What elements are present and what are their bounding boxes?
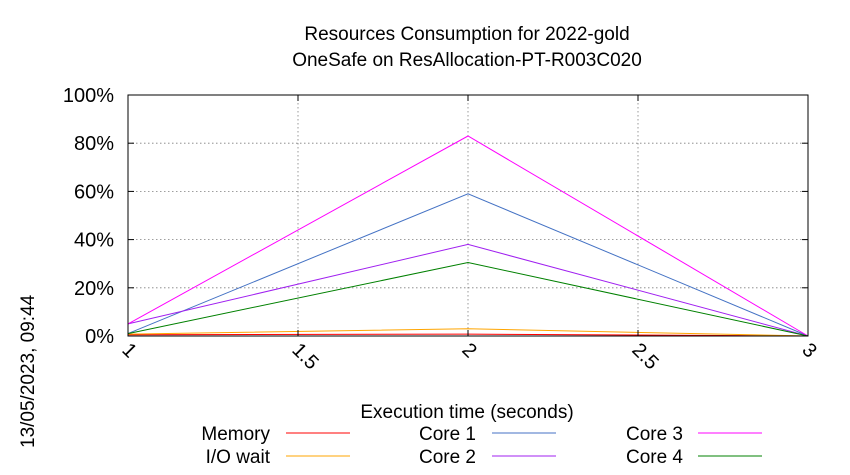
y-tick-label: 40% [74, 230, 114, 252]
y-tick-label: 100% [63, 85, 114, 107]
legend-entry: Core 1 [419, 424, 556, 445]
y-tick-label: 0% [85, 326, 114, 348]
x-tick-label: 3 [797, 339, 820, 362]
x-axis-label: Execution time (seconds) [360, 402, 573, 423]
legend-entry: I/O wait [206, 447, 350, 468]
series-line-i-o-wait [127, 328, 809, 337]
legend-label: Core 2 [419, 447, 476, 468]
chart-title-line-1: Resources Consumption for 2022-gold [304, 24, 629, 45]
y-tick-label: 20% [74, 278, 114, 300]
y-tick-label: 60% [74, 181, 114, 203]
series-line-core-4 [127, 261, 809, 337]
legend-label: I/O wait [206, 447, 271, 468]
legend-label: Core 3 [626, 424, 683, 445]
x-tick-label: 2 [457, 339, 480, 362]
chart-title: Resources Consumption for 2022-gold OneS… [292, 24, 642, 71]
legend-label: Core 1 [419, 424, 476, 445]
x-tick-label: 1 [117, 339, 140, 362]
grid-lines [128, 95, 808, 336]
series-line-core-3 [127, 135, 809, 337]
legend-entry: Core 4 [626, 447, 762, 468]
legend-label: Memory [201, 424, 270, 445]
x-tick-label: 1.5 [287, 339, 322, 374]
chart-title-line-2: OneSafe on ResAllocation-PT-R003C020 [292, 50, 642, 71]
timestamp-label: 13/05/2023, 09:44 [18, 294, 39, 448]
series-line-core-1 [127, 193, 809, 337]
y-axis-ticks: 0% 20% 40% 60% 80% 100% [63, 85, 808, 348]
legend-label: Core 4 [626, 447, 683, 468]
series-line-core-2 [127, 243, 809, 337]
legend-entry: Core 2 [419, 447, 556, 468]
x-tick-label: 2.5 [627, 339, 662, 374]
y-tick-label: 80% [74, 133, 114, 155]
legend-entry: Core 3 [626, 424, 762, 445]
legend-entry: Memory [201, 424, 350, 445]
